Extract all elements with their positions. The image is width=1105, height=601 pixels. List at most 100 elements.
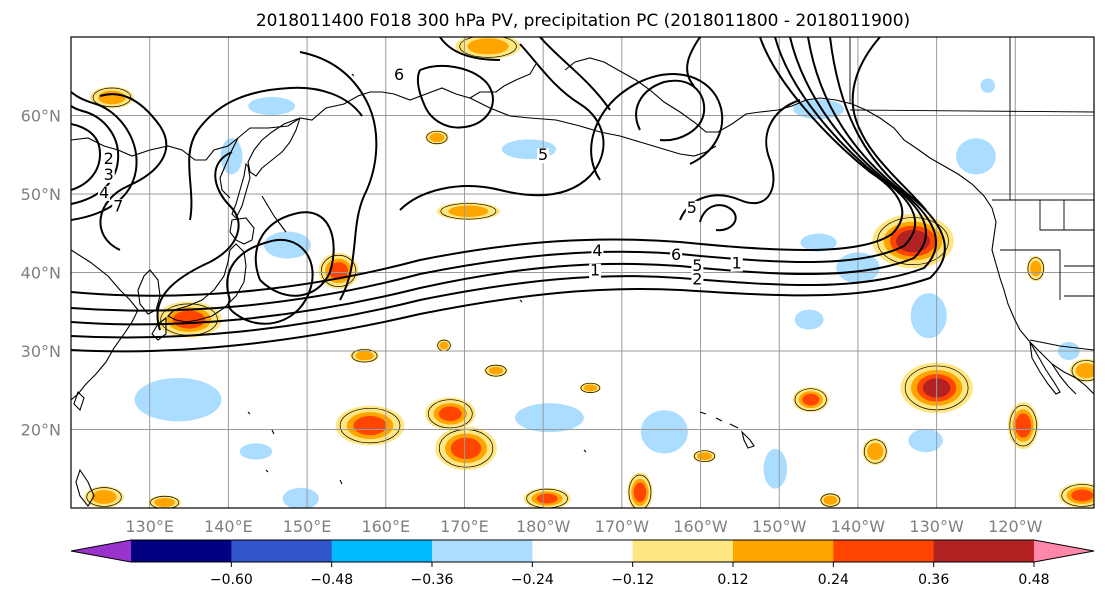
colorbar-ticks: −0.60 −0.48 −0.36 −0.24 −0.12 0.12 0.24 0.36 0.4… — [210, 562, 1050, 588]
colorbar-bin — [933, 540, 1035, 562]
contour-label-bg — [670, 247, 683, 263]
precip-level — [439, 341, 449, 350]
precip-level — [467, 38, 509, 55]
contour-label-bg — [691, 272, 704, 288]
precip-cell — [515, 403, 584, 433]
canada-provinces — [849, 37, 1094, 200]
precip-cell — [156, 301, 222, 338]
precip-level — [643, 413, 685, 451]
precip-level — [802, 234, 835, 251]
kamchatka-coastline — [247, 117, 301, 177]
precip-level — [583, 384, 598, 392]
pv-contour — [416, 65, 494, 129]
precip-level — [823, 495, 838, 505]
contour-label-bg — [98, 185, 111, 201]
contour-label-bg — [730, 256, 743, 272]
lat-tick-label: 20°N — [21, 421, 61, 440]
pv-contour — [99, 93, 168, 251]
precip-cell — [350, 348, 380, 363]
contour-label-bg — [591, 244, 604, 260]
lon-tick-label: 180°W — [516, 517, 571, 536]
sakhalin-coastline — [231, 162, 251, 219]
precip-level — [697, 452, 712, 461]
precip-cell — [84, 486, 124, 508]
colorbar-bin — [632, 540, 734, 562]
colorbar-tick-label: −0.36 — [411, 572, 454, 588]
kuril-islands — [261, 195, 287, 233]
pv-contour — [156, 151, 240, 331]
china-coastline — [71, 249, 139, 401]
contour-label: 6 — [394, 65, 404, 84]
colorbar-tick-label: −0.24 — [511, 572, 554, 588]
colorbar-tick-label: 0.48 — [1018, 572, 1049, 588]
honshu-coastline — [167, 243, 247, 323]
precip-level — [519, 405, 580, 431]
contour-label: 2 — [104, 149, 114, 168]
pv-contour — [679, 99, 801, 221]
contour-label: 2 — [692, 269, 702, 288]
precip-cell — [956, 138, 996, 175]
precip-level — [867, 442, 884, 461]
lon-tick-label: 170°W — [595, 517, 650, 536]
gulf-of-california-coast — [1051, 363, 1077, 395]
contour-label: 4 — [592, 241, 602, 260]
pv-contour — [686, 37, 701, 87]
precip-level — [633, 482, 647, 503]
taiwan-coastline — [73, 390, 85, 412]
precip-cell — [627, 472, 653, 508]
pv-contour — [71, 123, 102, 191]
lon-tick-label: 140°W — [831, 517, 886, 536]
precip-cell — [794, 309, 824, 330]
colorbar-bins — [70, 539, 1095, 563]
hokkaido-coastline — [229, 217, 255, 245]
colorbar-bin — [331, 540, 433, 562]
precip-level — [98, 90, 126, 105]
lat-tick-label: 60°N — [21, 107, 61, 126]
colorbar-tick-label: 0.24 — [818, 572, 849, 588]
precip-level — [1075, 363, 1094, 379]
korea-coastline — [137, 269, 161, 315]
precip-cell — [819, 492, 842, 508]
colorbar-tick-label: −0.12 — [611, 572, 654, 588]
precip-cell — [435, 426, 497, 471]
precip-cell — [239, 443, 273, 460]
precip-cell — [436, 339, 452, 352]
precip-cell — [484, 364, 508, 377]
precip-level — [981, 79, 995, 92]
contour-label-bg — [537, 148, 550, 164]
lon-tick-label: 170°E — [440, 517, 489, 536]
precip-level — [91, 490, 117, 504]
colorbar-tick-label: 0.36 — [918, 572, 949, 588]
pv-contour — [439, 37, 501, 61]
precip-level — [154, 497, 175, 508]
pv-contour — [188, 86, 363, 221]
precip-level — [438, 406, 462, 422]
precip-level — [450, 437, 482, 460]
longitude-labels: 130°E 140°E 150°E 160°E 170°E 180°W 170°W 160°W… — [125, 517, 1042, 536]
contour-label-bg — [589, 263, 602, 279]
precip-level — [910, 430, 941, 451]
lon-tick-label: 120°W — [988, 517, 1043, 536]
precip-level — [285, 489, 317, 508]
precip-cell — [455, 37, 521, 60]
precip-level — [1015, 413, 1032, 438]
precip-level — [958, 140, 994, 173]
precip-cell — [872, 214, 954, 269]
colorbar-bin — [131, 540, 232, 562]
precip-cell — [1069, 358, 1094, 383]
precip-cell — [436, 202, 501, 221]
map-frame — [70, 36, 1095, 509]
colorbar-tick-label: −0.60 — [210, 572, 253, 588]
precip-cell — [282, 487, 319, 508]
pv-contour — [399, 43, 605, 211]
pv-contour — [699, 204, 737, 232]
precip-level — [802, 393, 820, 406]
precip-level — [796, 310, 822, 329]
lat-tick-label: 50°N — [21, 185, 61, 204]
precip-cell — [692, 449, 717, 463]
philippines-coastline — [75, 468, 95, 507]
precip-cell — [763, 448, 788, 489]
contour-label: 1 — [732, 254, 742, 273]
